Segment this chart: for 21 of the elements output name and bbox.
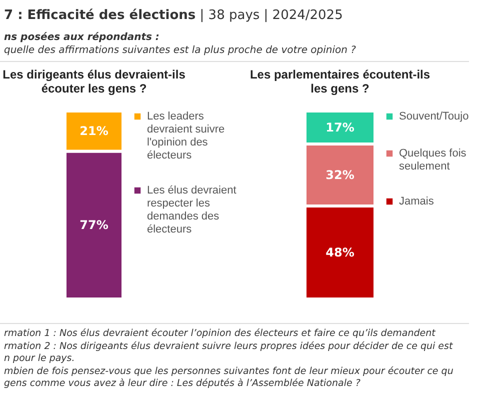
text: n pour le pays.: [4, 353, 76, 366]
legend-label: Les élus devraient respecter les demandes des électeurs: [147, 184, 236, 236]
legend-label: Les leaders devraient suivre l'opinion des électeurs: [147, 110, 225, 162]
text: rmation 2 : Nos dirigeants élus devraient suivre leurs propres idées pour décider de ce qui est: [4, 340, 454, 353]
data-label: 32%: [326, 168, 354, 182]
text: | 38 pays | 2024/2025: [198, 8, 343, 23]
chart-title: Les parlementaires écoutent-ils les gens ?: [250, 68, 430, 96]
source-note: quelle des affirmations suivantes est la plus proche de votre opinion ?: [4, 44, 357, 57]
data-label: 21%: [80, 124, 108, 138]
chart-title: Les dirigeants élus devraient-ils écouter les gens ?: [2, 68, 186, 96]
text: mbien de fois pensez-vous que les personnes suivantes font de leur mieux pour écouter ce qu: [4, 366, 454, 378]
text: gens comme vous avez à leur dire : Les députés à l’Assemblée Nationale ?: [4, 378, 362, 390]
text: rmation 1 : Nos élus devraient écouter l’opinion des électeurs et faire ce qu’ils demandent: [4, 328, 436, 340]
text: 7 : Efficacité des élections: [4, 8, 196, 23]
data-label: 17%: [326, 120, 354, 134]
data-label: 77%: [80, 218, 108, 232]
data-label: 48%: [326, 245, 354, 260]
legend-label: Souvent/Toujo: [399, 110, 469, 122]
legend-label: Jamais: [399, 196, 434, 208]
text: ns posées aux répondants :: [4, 31, 160, 44]
legend-label: Quelques fois seulement: [399, 148, 467, 172]
